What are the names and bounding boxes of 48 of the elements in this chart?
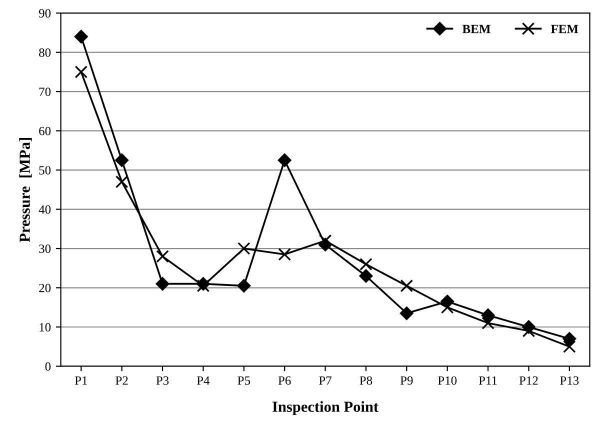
x-tick-label: P13 — [560, 376, 579, 385]
x-tick-label: P1 — [74, 376, 87, 385]
point — [522, 324, 536, 338]
y-tick-label: 0 — [45, 362, 51, 371]
y-tick-label: 50 — [39, 166, 51, 174]
point — [237, 279, 251, 293]
y-tick-label: 60 — [39, 126, 51, 136]
y-tick-label: 30 — [39, 244, 51, 253]
point — [400, 306, 414, 320]
point — [440, 300, 454, 314]
point — [359, 269, 373, 283]
point — [562, 332, 576, 346]
point — [318, 234, 332, 248]
point — [115, 175, 128, 188]
legend-label: FEM — [550, 24, 578, 34]
x-tick-label: P9 — [400, 376, 413, 385]
point — [481, 308, 495, 322]
x-tick-label: P5 — [238, 376, 250, 385]
x-tick-label: P3 — [156, 376, 169, 385]
x-axis-title: Inspection Point — [272, 401, 378, 416]
point — [360, 258, 372, 271]
point — [563, 340, 576, 354]
point — [74, 30, 88, 44]
legend-label: BEM — [462, 24, 490, 34]
point — [74, 66, 88, 78]
x-tick-label: P10 — [438, 376, 457, 385]
x-tick-label: P6 — [278, 376, 291, 385]
x-tick-label: P8 — [360, 376, 372, 385]
point — [115, 154, 129, 167]
y-tick-label: 20 — [39, 284, 51, 292]
x-tick-label: P2 — [116, 376, 128, 385]
point — [156, 277, 170, 291]
x-tick-label: P11 — [478, 376, 497, 385]
y-tick-label: 90 — [38, 9, 51, 18]
y-tick-label: 10 — [40, 323, 51, 332]
x-tick-label: P7 — [319, 376, 332, 385]
point — [156, 250, 169, 263]
x-tick-label: P4 — [196, 376, 210, 385]
point — [400, 279, 414, 292]
y-tick-label: 80 — [39, 48, 51, 57]
y-tick-label: 70 — [39, 88, 51, 96]
x-tick-label: P12 — [519, 376, 538, 385]
point — [278, 154, 292, 167]
point — [278, 248, 291, 261]
y-axis-title: Pressure [MPa] — [19, 138, 32, 242]
point — [482, 316, 494, 330]
y-tick-label: 40 — [38, 205, 51, 214]
point — [238, 242, 250, 255]
